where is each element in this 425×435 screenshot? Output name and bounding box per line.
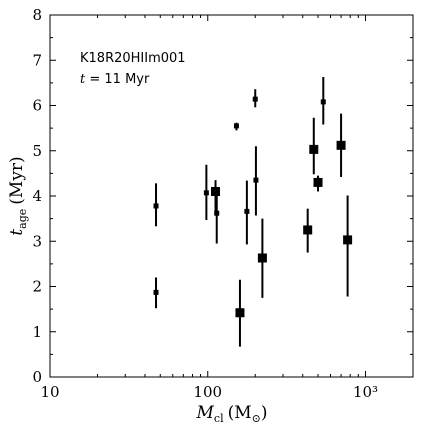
data-point (320, 99, 326, 105)
y-tick-label: 0 (32, 368, 42, 386)
y-axis-label: tage(Myr) (7, 156, 29, 235)
data-point (235, 308, 245, 318)
data-point (303, 225, 313, 235)
data-points (153, 76, 353, 347)
y-tick-label: 1 (32, 323, 42, 341)
y-tick-label: 2 (32, 278, 42, 296)
data-point (244, 208, 250, 214)
x-tick-label: 10 (40, 383, 59, 401)
x-tick-label: 10³ (353, 383, 378, 401)
data-point (257, 253, 267, 263)
data-point (153, 203, 159, 209)
y-tick-label: 4 (32, 187, 42, 205)
data-point (253, 177, 259, 183)
data-point (233, 123, 239, 129)
annotation-time: t = 11 Myr (80, 72, 150, 87)
data-point (309, 144, 319, 154)
y-tick-label: 5 (32, 142, 42, 160)
data-point (313, 177, 323, 187)
data-point (211, 186, 221, 196)
data-point (153, 289, 159, 295)
data-point (214, 210, 220, 216)
y-tick-label: 6 (32, 97, 42, 115)
plot-frame (49, 14, 414, 378)
data-point (336, 140, 346, 150)
y-tick-label: 8 (32, 6, 42, 24)
data-point (343, 235, 353, 245)
y-tick-label: 3 (32, 232, 42, 250)
axis-ticks: 0 1 2 3 4 5 6 7 8 10 100 10³ (32, 6, 414, 401)
data-point (252, 96, 258, 102)
x-axis-label: Mcl (M⊙) (195, 403, 267, 425)
y-tick-label: 7 (32, 51, 42, 69)
annotation-run-name: K18R20HIIm001 (80, 51, 186, 66)
x-tick-label: 100 (193, 383, 222, 401)
data-point (203, 190, 209, 196)
